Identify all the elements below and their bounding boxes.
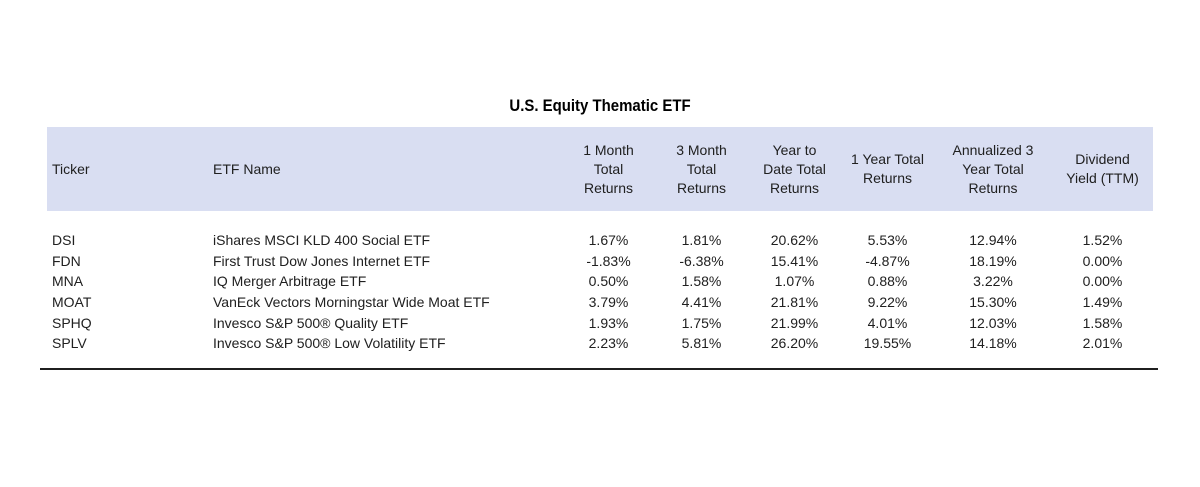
value-cell: 5.53% [867, 232, 908, 249]
value-cell: 2.01% [1082, 335, 1123, 352]
etf-name-cell: First Trust Dow Jones Internet ETF [213, 252, 431, 269]
value-cell: 14.18% [969, 335, 1017, 352]
ticker-cell: SPHQ [52, 314, 92, 331]
value-cell: 26.20% [770, 335, 819, 352]
value-cell: 1.49% [1082, 294, 1123, 311]
value-cell: 15.41% [770, 252, 819, 269]
column-header-2: 1 Month Total Returns [583, 141, 634, 196]
value-cell: 15.30% [969, 294, 1017, 311]
value-cell: 1.58% [681, 273, 722, 290]
spacer-row [47, 211, 1153, 230]
etf-name-cell: iShares MSCI KLD 400 Social ETF [213, 232, 431, 249]
value-cell: 2.23% [588, 335, 629, 352]
value-cell: 0.88% [867, 273, 908, 290]
value-cell: 1.67% [588, 232, 629, 249]
value-cell: 1.52% [1082, 232, 1123, 249]
column-header-1: ETF Name [213, 160, 281, 177]
column-header-5: 1 Year Total Returns [851, 151, 924, 186]
etf-name-cell: VanEck Vectors Morningstar Wide Moat ETF [213, 294, 490, 311]
value-cell: 3.22% [973, 273, 1013, 290]
value-cell: 1.07% [774, 273, 815, 290]
table-row-sphq: SPHQ Invesco S&P 500® Quality ETF 1.93% 1.7… [47, 312, 1153, 333]
table-row-fdn: FDN First Trust Dow Jones Internet ETF -1.… [47, 251, 1153, 272]
value-cell: -6.38% [679, 252, 724, 269]
value-cell: 3.79% [588, 294, 629, 311]
etf-name-cell: Invesco S&P 500® Quality ETF [213, 314, 409, 331]
table-row-dsi: DSI iShares MSCI KLD 400 Social ETF 1.67% 1… [47, 230, 1153, 251]
column-header-3: 3 Month Total Returns [676, 141, 727, 196]
column-header-7: Dividend Yield (TTM) [1066, 151, 1139, 186]
value-cell: 12.03% [969, 314, 1017, 331]
ticker-cell: FDN [52, 252, 81, 269]
table-title: U.S. Equity Thematic ETF [509, 96, 691, 115]
etf-name-cell: IQ Merger Arbitrage ETF [213, 273, 367, 290]
value-cell: -4.87% [865, 252, 910, 269]
value-cell: 18.19% [969, 252, 1017, 269]
table-body: DSI iShares MSCI KLD 400 Social ETF 1.67% 1… [47, 211, 1153, 354]
ticker-cell: SPLV [52, 335, 87, 352]
table-row-splv: SPLV Invesco S&P 500® Low Volatility ETF 2… [47, 333, 1153, 354]
value-cell: -1.83% [586, 252, 631, 269]
value-cell: 4.41% [681, 294, 722, 311]
value-cell: 5.81% [681, 335, 722, 352]
value-cell: 20.62% [770, 232, 819, 249]
value-cell: 1.81% [681, 232, 722, 249]
etf-name-cell: Invesco S&P 500® Low Volatility ETF [213, 335, 446, 352]
value-cell: 1.58% [1082, 314, 1123, 331]
ticker-cell: DSI [52, 232, 76, 249]
table-row-moat: MOAT VanEck Vectors Morningstar Wide Moat… [47, 292, 1153, 313]
value-cell: 19.55% [863, 335, 912, 352]
header-row: Ticker ETF Name 1 Month Total Returns 3 Mon… [47, 127, 1153, 211]
value-cell: 12.94% [969, 232, 1017, 249]
etf-table: Ticker ETF Name 1 Month Total Returns 3 Mon… [47, 127, 1153, 354]
value-cell: 21.81% [770, 294, 819, 311]
column-header-0: Ticker [52, 160, 90, 177]
ticker-cell: MOAT [52, 294, 92, 311]
column-header-4: Year to Date Total Returns [763, 141, 826, 196]
value-cell: 21.99% [770, 314, 819, 331]
bottom-rule [40, 368, 1158, 370]
value-cell: 0.00% [1082, 273, 1123, 290]
value-cell: 0.00% [1082, 252, 1123, 269]
value-cell: 9.22% [867, 294, 908, 311]
value-cell: 1.93% [588, 314, 629, 331]
value-cell: 1.75% [681, 314, 722, 331]
table-header: Ticker ETF Name 1 Month Total Returns 3 Mon… [47, 127, 1153, 211]
value-cell: 0.50% [588, 273, 629, 290]
column-header-6: Annualized 3 Year Total Returns [952, 141, 1034, 196]
table-row-mna: MNA IQ Merger Arbitrage ETF 0.50% 1.58% 1.07… [47, 271, 1153, 292]
ticker-cell: MNA [52, 273, 84, 290]
value-cell: 4.01% [867, 314, 908, 331]
